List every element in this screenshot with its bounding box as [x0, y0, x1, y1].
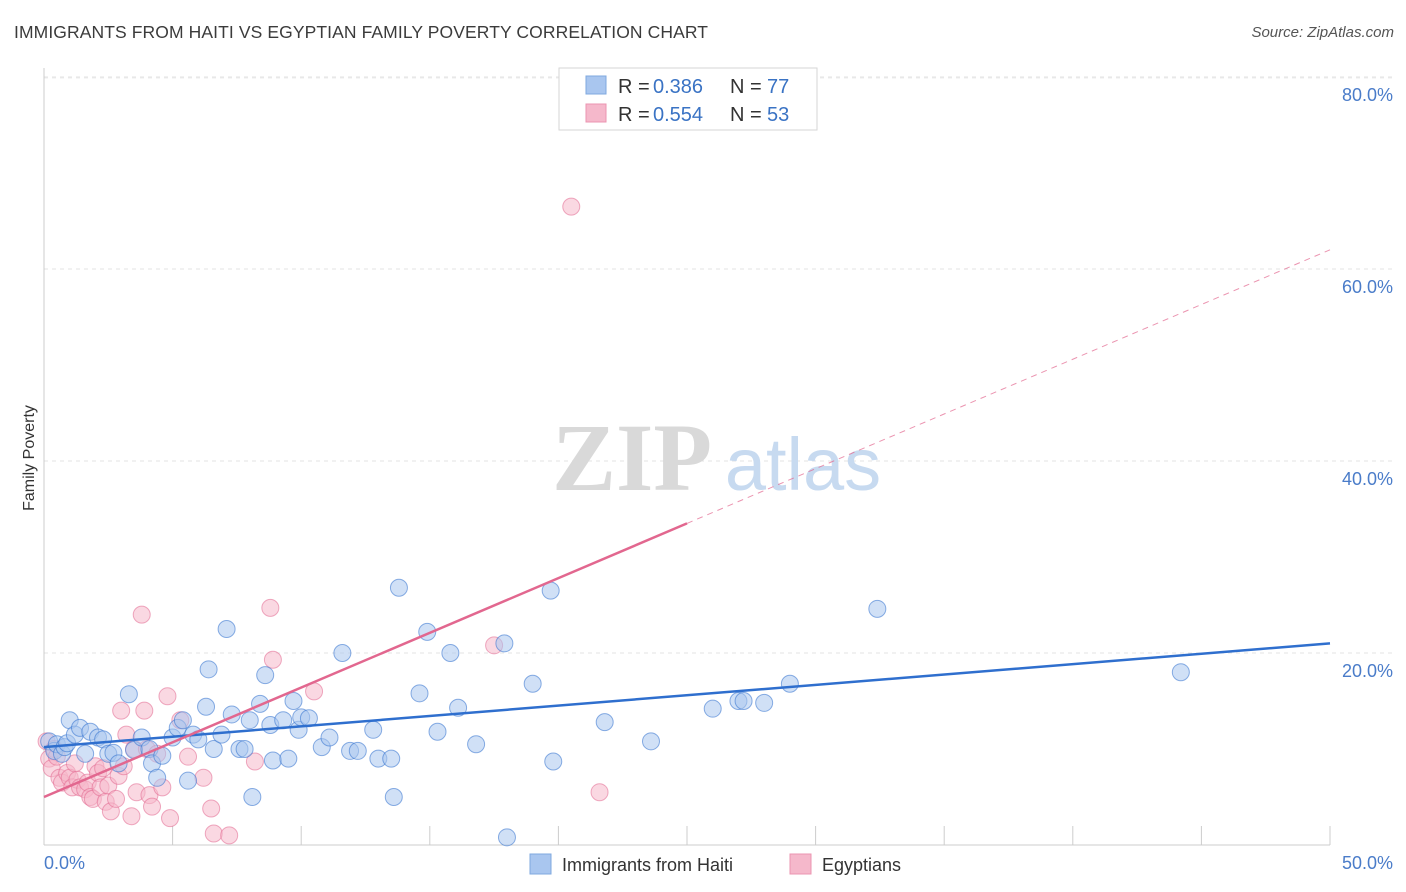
legend-r-label-egypt: R =	[618, 104, 650, 126]
haiti-point	[263, 751, 282, 770]
haiti-point	[467, 735, 486, 754]
y-tick-label: 60.0%	[1342, 277, 1393, 297]
haiti-point	[119, 685, 138, 704]
chart-title: IMMIGRANTS FROM HAITI VS EGYPTIAN FAMILY…	[14, 22, 709, 42]
haiti-point	[441, 644, 460, 662]
egypt-point	[158, 687, 177, 706]
haiti-point	[410, 684, 429, 703]
legend-n-value-haiti: 77	[767, 76, 789, 98]
x-tick-label-max: 50.0%	[1342, 853, 1393, 873]
haiti-point	[364, 720, 383, 739]
y-tick-label: 40.0%	[1342, 469, 1393, 489]
x-tick-label-min: 0.0%	[44, 853, 85, 873]
haiti-point	[523, 674, 542, 693]
haiti-point	[544, 752, 563, 771]
egypt-point	[143, 797, 162, 816]
watermark-atlas: atlas	[725, 423, 881, 506]
y-tick-label: 20.0%	[1342, 661, 1393, 681]
watermark: ZIP atlas	[552, 404, 881, 511]
axes	[43, 68, 1331, 846]
haiti-point	[348, 741, 367, 760]
egypt-point	[261, 598, 280, 617]
egypt-point	[263, 650, 282, 669]
legend-r-label-haiti: R =	[618, 76, 650, 98]
haiti-point	[1171, 663, 1190, 682]
haiti-point	[256, 666, 275, 685]
egypt-point	[112, 701, 131, 720]
haiti-point	[240, 711, 259, 730]
egypt-point	[135, 701, 154, 720]
egypt-trend-dashed	[686, 249, 1331, 524]
haiti-point	[179, 771, 198, 790]
haiti-point	[197, 697, 216, 716]
egypt-point	[179, 747, 198, 766]
egypt-point	[122, 807, 141, 826]
bottom-legend-label-haiti: Immigrants from Haiti	[562, 855, 733, 875]
legend: R = 0.386 N = 77 R = 0.554 N = 53	[558, 67, 818, 131]
egypt-point	[590, 783, 609, 802]
haiti-point	[780, 674, 799, 693]
gridlines	[44, 76, 1392, 654]
egypt-point	[202, 799, 221, 818]
bottom-legend: Immigrants from Haiti Egyptians	[529, 853, 901, 875]
source-credit: Source: ZipAtlas.com	[1251, 24, 1394, 41]
egypt-point	[204, 824, 223, 843]
haiti-point	[212, 725, 231, 744]
legend-swatch-haiti	[585, 75, 607, 95]
haiti-point	[243, 788, 262, 806]
haiti-point	[279, 749, 298, 768]
legend-n-label-haiti: N =	[730, 76, 762, 98]
haiti-point	[384, 788, 403, 806]
haiti-point	[217, 620, 236, 638]
egypt-point	[245, 752, 264, 771]
trend-lines	[43, 249, 1331, 799]
haiti-point	[204, 740, 223, 758]
haiti-point	[755, 693, 774, 712]
egypt-point	[220, 826, 239, 845]
bottom-legend-swatch-egypt	[789, 853, 812, 875]
bottom-legend-swatch-haiti	[529, 853, 552, 875]
haiti-point	[333, 644, 352, 662]
haiti-point	[173, 711, 192, 730]
egypt-point	[562, 197, 581, 216]
haiti-point	[320, 728, 339, 747]
egypt-point	[132, 605, 151, 624]
egypt-trend-solid	[43, 522, 688, 799]
egypt-point	[161, 809, 180, 828]
haiti-point	[428, 722, 447, 741]
haiti-point	[235, 740, 254, 758]
haiti-point	[76, 744, 95, 763]
legend-n-value-egypt: 53	[767, 104, 789, 126]
legend-swatch-egypt	[585, 103, 607, 123]
haiti-point	[868, 599, 887, 618]
egypt-point	[107, 789, 126, 808]
haiti-point	[595, 713, 614, 732]
haiti-point	[449, 698, 468, 717]
legend-r-value-haiti: 0.386	[653, 76, 703, 98]
haiti-point	[641, 732, 660, 751]
haiti-point	[497, 828, 516, 847]
haiti-point	[199, 660, 218, 679]
haiti-point	[148, 768, 167, 787]
haiti-point	[495, 634, 514, 653]
legend-r-value-egypt: 0.554	[653, 104, 703, 126]
egypt-point	[194, 768, 213, 787]
haiti-point	[389, 578, 408, 597]
haiti-point	[734, 692, 753, 710]
bottom-legend-label-egypt: Egyptians	[822, 855, 901, 875]
haiti-point	[382, 749, 401, 768]
haiti-point	[284, 692, 303, 710]
haiti-trend	[43, 642, 1331, 749]
y-axis-title: Family Poverty	[21, 405, 38, 511]
haiti-point	[703, 699, 722, 718]
y-tick-labels: 20.0% 40.0% 60.0% 80.0%	[1342, 85, 1393, 681]
y-tick-label: 80.0%	[1342, 85, 1393, 105]
legend-n-label-egypt: N =	[730, 104, 762, 126]
watermark-zip: ZIP	[552, 404, 712, 511]
